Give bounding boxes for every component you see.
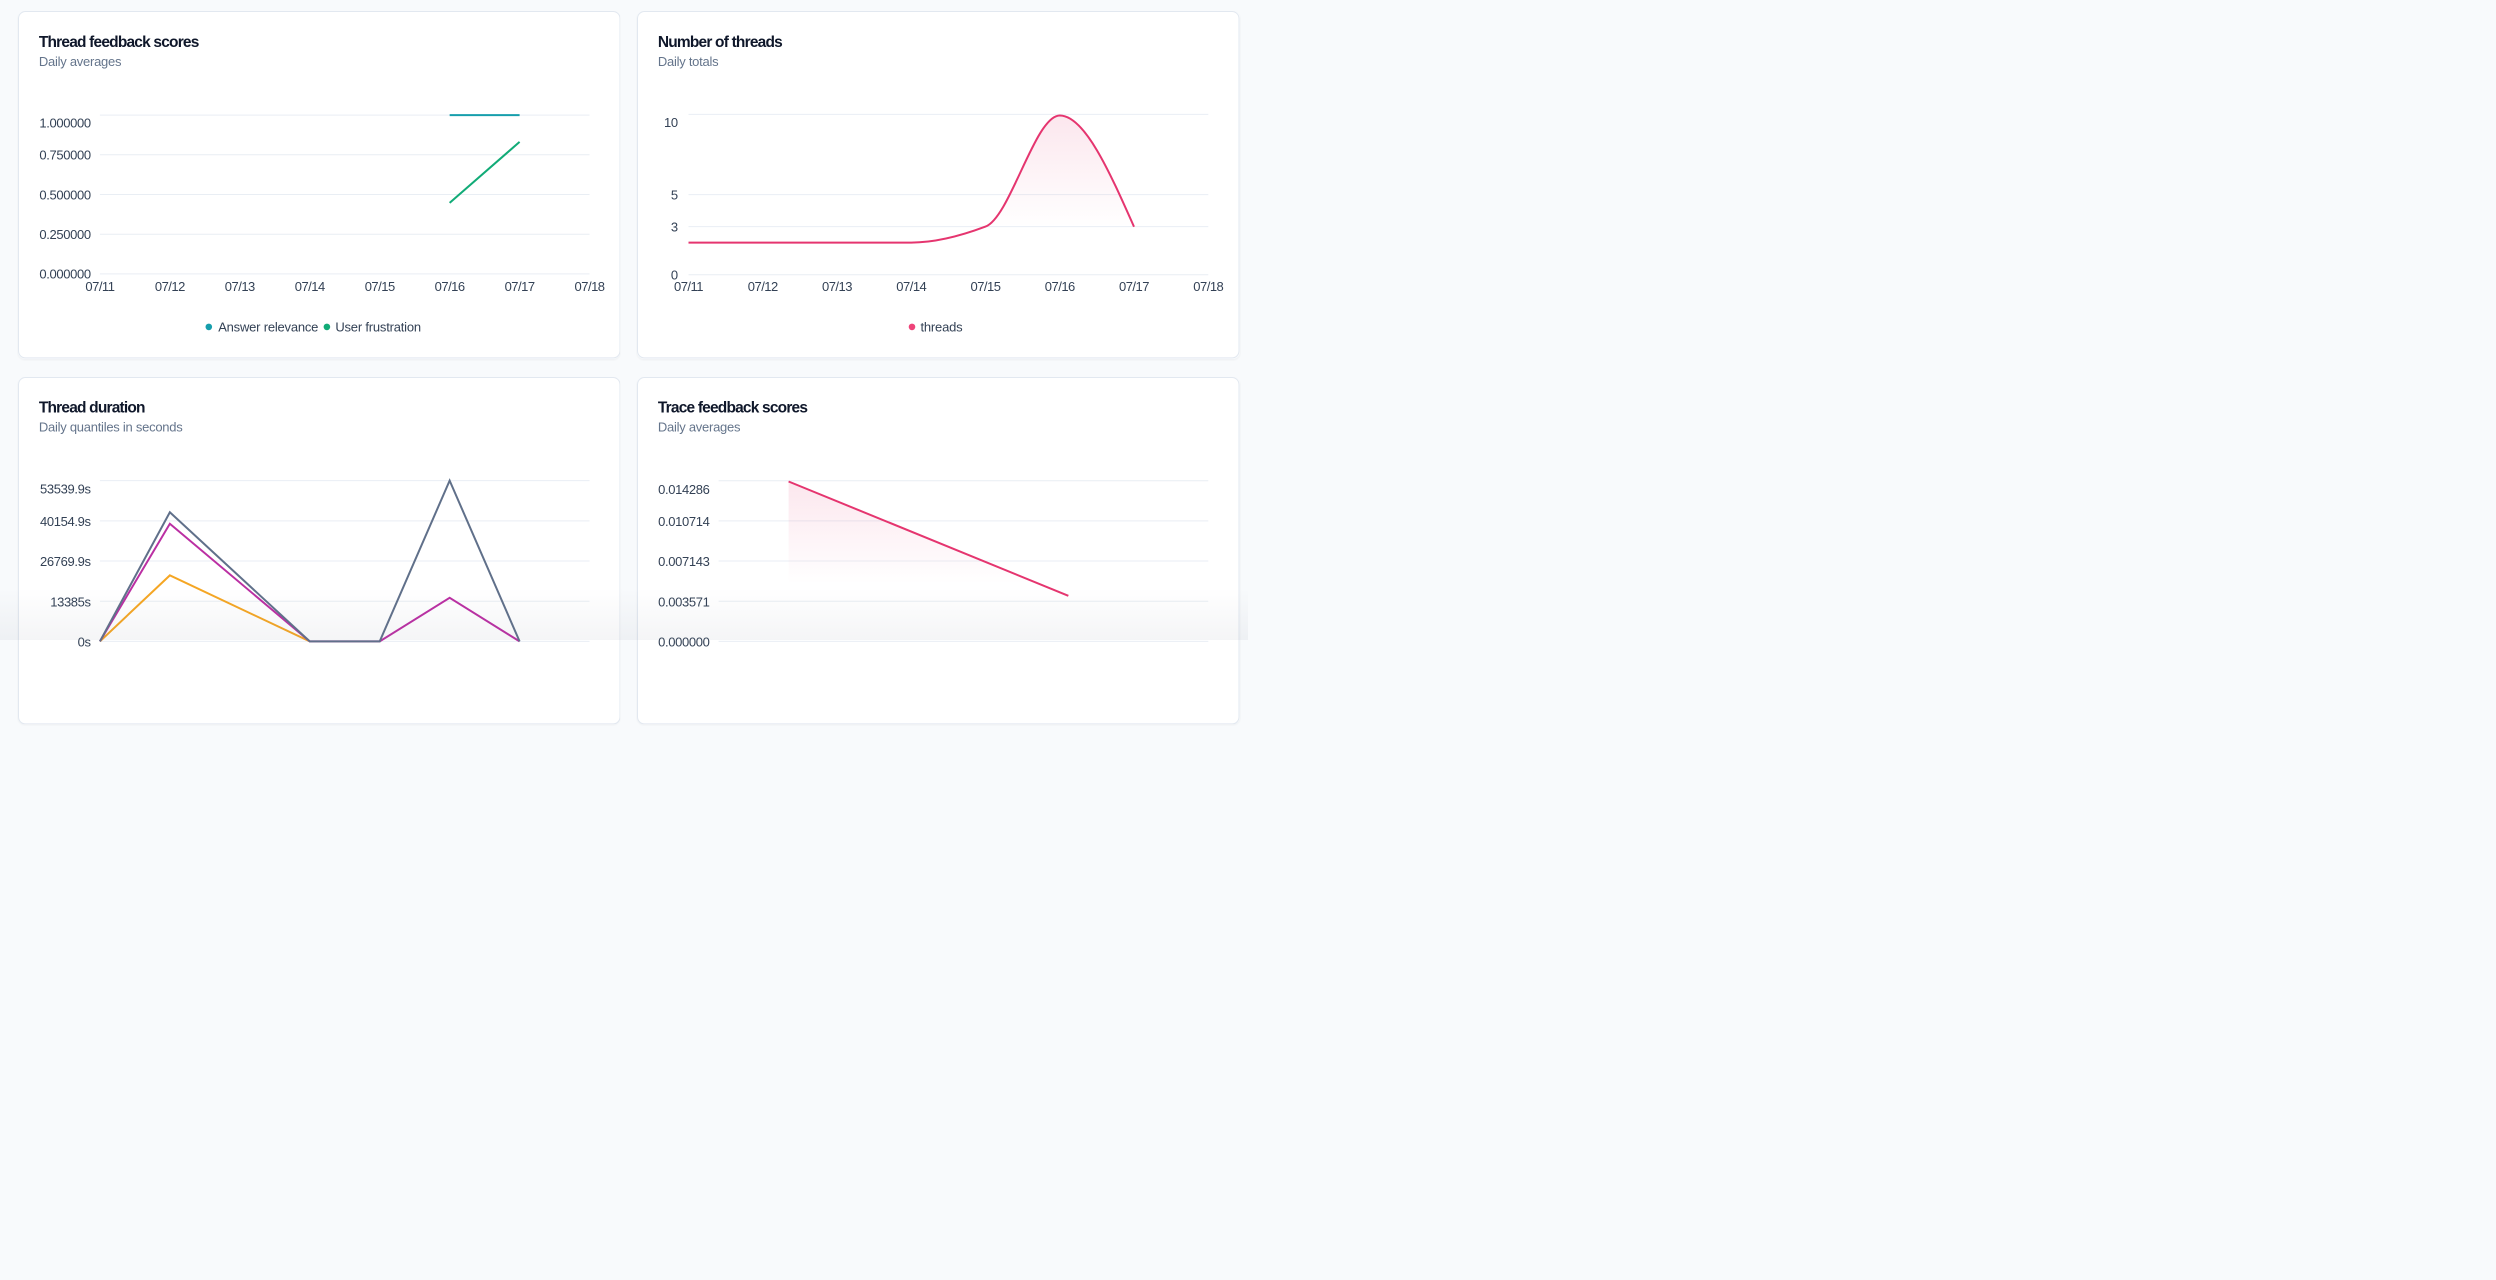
svg-text:Answer relevance: Answer relevance <box>218 320 318 335</box>
svg-text:07/17: 07/17 <box>1119 279 1149 294</box>
svg-text:Daily averages: Daily averages <box>658 420 741 435</box>
svg-text:Daily totals: Daily totals <box>658 55 719 70</box>
svg-text:0.750000: 0.750000 <box>39 148 90 163</box>
svg-text:Thread feedback scores: Thread feedback scores <box>39 35 199 52</box>
svg-text:3: 3 <box>671 220 678 235</box>
svg-text:07/15: 07/15 <box>971 279 1001 294</box>
svg-text:Thread duration: Thread duration <box>39 400 145 417</box>
svg-text:53539.9s: 53539.9s <box>40 482 91 497</box>
svg-text:07/17: 07/17 <box>504 279 534 294</box>
svg-text:07/16: 07/16 <box>1045 279 1075 294</box>
svg-text:13385s: 13385s <box>50 594 91 609</box>
svg-text:0.000000: 0.000000 <box>39 267 90 282</box>
svg-text:40154.9s: 40154.9s <box>40 514 91 529</box>
svg-text:Number of threads: Number of threads <box>658 35 782 52</box>
svg-text:0.014286: 0.014286 <box>658 482 709 497</box>
svg-text:Trace feedback scores: Trace feedback scores <box>658 400 808 417</box>
svg-text:07/13: 07/13 <box>822 279 852 294</box>
svg-text:0.000000: 0.000000 <box>658 634 709 649</box>
svg-text:07/13: 07/13 <box>225 279 255 294</box>
svg-text:1.000000: 1.000000 <box>39 116 90 131</box>
svg-text:07/14: 07/14 <box>295 279 325 294</box>
svg-text:10: 10 <box>664 116 678 131</box>
svg-text:Daily quantiles in seconds: Daily quantiles in seconds <box>39 420 183 435</box>
svg-text:0s: 0s <box>77 634 91 649</box>
svg-text:07/14: 07/14 <box>897 279 927 294</box>
svg-text:0.003571: 0.003571 <box>658 594 709 609</box>
svg-text:07/11: 07/11 <box>85 279 114 294</box>
svg-text:07/18: 07/18 <box>1194 279 1224 294</box>
svg-text:26769.9s: 26769.9s <box>40 554 91 569</box>
svg-text:0.010714: 0.010714 <box>658 514 709 529</box>
svg-text:Daily averages: Daily averages <box>39 55 122 70</box>
svg-text:07/11: 07/11 <box>674 279 703 294</box>
svg-text:0: 0 <box>671 268 678 283</box>
svg-text:07/18: 07/18 <box>574 279 604 294</box>
svg-text:threads: threads <box>921 320 964 335</box>
svg-text:07/16: 07/16 <box>434 279 464 294</box>
svg-text:0.250000: 0.250000 <box>39 227 90 242</box>
svg-text:0.007143: 0.007143 <box>658 554 709 569</box>
svg-text:User frustration: User frustration <box>335 320 421 335</box>
svg-text:07/12: 07/12 <box>155 279 185 294</box>
svg-text:0.500000: 0.500000 <box>39 188 90 203</box>
svg-text:5: 5 <box>671 188 678 203</box>
svg-text:07/15: 07/15 <box>364 279 394 294</box>
svg-text:07/12: 07/12 <box>748 279 778 294</box>
